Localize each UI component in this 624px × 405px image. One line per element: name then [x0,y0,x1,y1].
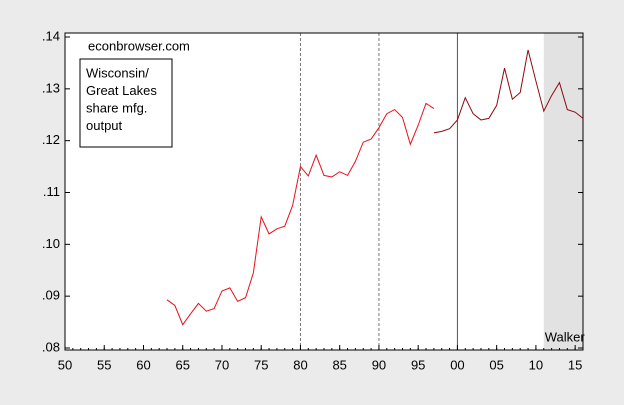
x-tick-label: 15 [568,357,582,372]
x-tick-label: 85 [332,357,346,372]
x-tick-label: 90 [372,357,386,372]
legend-box [79,58,173,148]
x-tick-label: 65 [175,357,189,372]
y-tick-label: .13 [42,80,60,95]
series-line [433,49,584,134]
x-tick-label: 10 [529,357,543,372]
shade-region [543,33,583,350]
x-tick-label: 95 [411,357,425,372]
y-tick-label: .12 [42,132,60,147]
y-tick-label: .14 [42,28,60,43]
shade-label: Walker [545,329,586,344]
x-tick-label: 50 [58,357,72,372]
y-tick-label: .09 [42,288,60,303]
legend-text: Wisconsin/ [86,65,149,80]
x-tick-label: 80 [293,357,307,372]
legend-text: share mfg. [86,100,147,115]
x-tick-label: 55 [97,357,111,372]
x-tick-label: 00 [450,357,464,372]
x-tick-label: 60 [136,357,150,372]
y-tick-label: .08 [42,339,60,354]
x-tick-label: 70 [215,357,229,372]
series-line [166,102,435,326]
x-tick-label: 75 [254,357,268,372]
x-tick-label: 05 [489,357,503,372]
legend-text: output [86,118,123,133]
legend-text: Great Lakes [86,83,157,98]
y-tick-label: .10 [42,236,60,251]
source-note: econbrowser.com [88,38,190,53]
y-tick-label: .11 [43,184,60,199]
